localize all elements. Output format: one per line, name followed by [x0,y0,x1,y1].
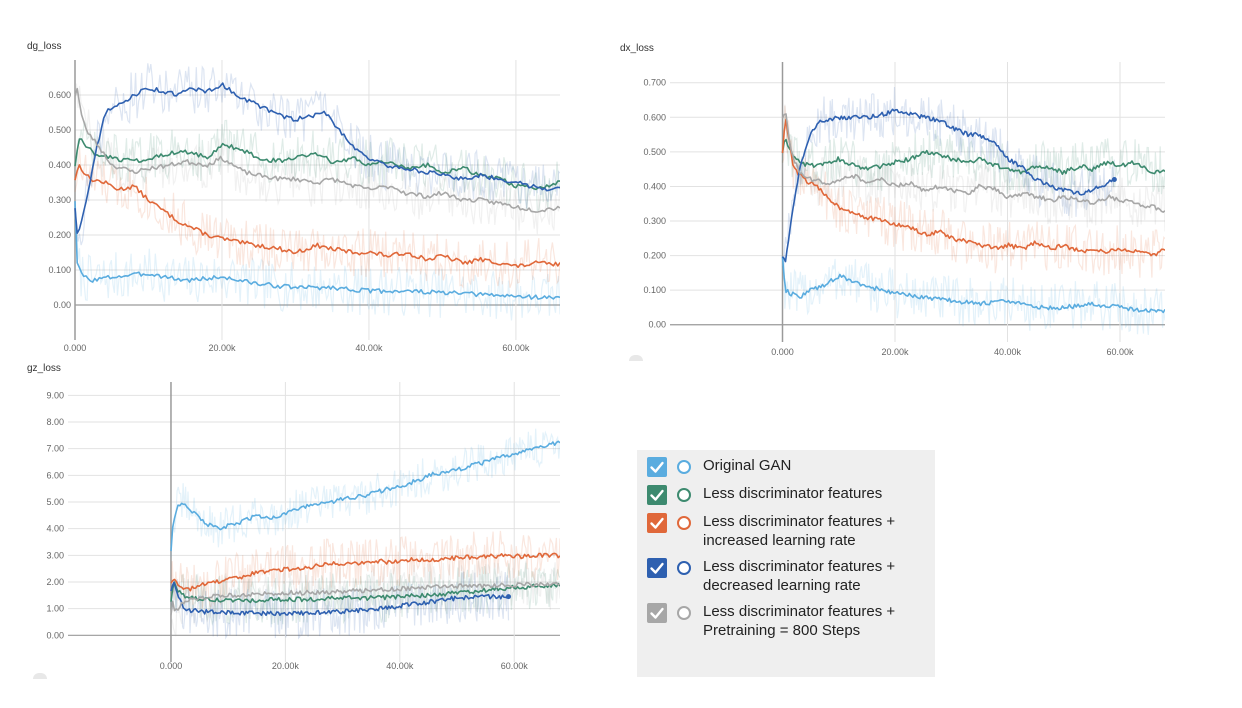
chart-corner-handle [33,673,47,679]
chart-dg-loss: 0.00 0.100 0.200 0.300 0.400 0.500 0.600 0.000 2… [48,60,560,353]
series-end-marker [1111,177,1117,183]
y-tick-label: 0.600 [643,112,666,122]
x-tick-label: 0.000 [771,347,794,357]
radio-circle-icon[interactable] [677,606,691,620]
chart-title-dg-loss: dg_loss [27,41,62,52]
radio-circle-icon[interactable] [677,460,691,474]
y-tick-label: 0.00 [53,300,71,310]
chart-title-dx-loss: dx_loss [620,43,654,54]
series-line [781,256,1165,314]
radio-circle-icon[interactable] [677,488,691,502]
legend-label: Original GAN [703,457,792,474]
series-raw-trace [170,571,510,640]
series-line [170,552,560,592]
series-raw-trace [781,114,1165,197]
y-tick-label: 0.500 [48,125,71,135]
series-raw-trace [170,530,560,608]
series-line [781,118,1165,257]
y-tick-label: 4.00 [46,524,64,534]
series-raw-trace [781,258,1165,335]
series-line [74,164,560,269]
legend-label: Less discriminator features + Pretrainin… [703,603,896,639]
legend-label: Less discriminator features + increased … [703,513,896,549]
chart-corner-handle [629,355,643,361]
legend-label: Less discriminator features + decreased … [703,558,896,594]
plot-area [670,62,1165,342]
x-tick-label: 0.000 [64,343,87,353]
x-tick-label: 20.00k [272,661,300,671]
series-line [170,440,560,552]
y-tick-label: 0.00 [46,630,64,640]
legend-item[interactable]: Less discriminator features [647,484,935,505]
x-tick-label: 40.00k [355,343,383,353]
y-tick-label: 0.100 [48,265,71,275]
y-tick-label: 3.00 [46,550,64,560]
legend-item[interactable]: Less discriminator features + decreased … [647,557,935,595]
y-tick-label: 5.00 [46,497,64,507]
legend-item[interactable]: Original GAN [647,456,935,477]
x-tick-label: 40.00k [994,347,1022,357]
y-tick-label: 0.300 [48,195,71,205]
y-tick-label: 1.00 [46,604,64,614]
series-line [781,138,1165,175]
x-tick-label: 60.00k [501,661,529,671]
checkbox-checked-icon[interactable] [647,457,667,477]
series-raw-trace [781,86,1115,271]
series-raw-trace [74,213,560,321]
chart-gz-loss: 0.00 1.00 2.00 3.00 4.00 5.00 6.00 7.00 8.00 9.00… [46,382,560,671]
series-raw-trace [170,562,560,626]
x-tick-label: 60.00k [502,343,530,353]
y-tick-label: 2.00 [46,577,64,587]
checkbox-checked-icon[interactable] [647,603,667,623]
y-tick-label: 0.00 [648,320,666,330]
checkbox-checked-icon[interactable] [647,513,667,533]
legend-item[interactable]: Less discriminator features + increased … [647,512,935,550]
series-end-marker [506,594,512,600]
legend-item[interactable]: Less discriminator features + Pretrainin… [647,602,935,640]
series-raw-trace [74,146,560,289]
x-tick-label: 20.00k [881,347,909,357]
y-tick-label: 0.100 [643,285,666,295]
y-tick-label: 7.00 [46,444,64,454]
legend-label: Less discriminator features [703,485,883,502]
series-line [170,581,510,617]
chart-dx-loss: 0.00 0.100 0.200 0.300 0.400 0.500 0.600 0.700 0… [643,62,1165,357]
checkbox-checked-icon[interactable] [647,485,667,505]
x-tick-label: 60.00k [1106,347,1134,357]
radio-circle-icon[interactable] [677,561,691,575]
y-tick-label: 0.500 [643,147,666,157]
y-tick-label: 0.300 [643,216,666,226]
series-line [74,201,560,300]
series-line [781,108,1115,263]
legend: Original GAN Less discriminator features L… [637,450,935,677]
series-line [74,82,560,234]
series-line [781,113,1165,213]
series-line [74,87,560,213]
series-raw-trace [74,83,560,235]
series-line [170,581,560,604]
y-tick-label: 0.700 [643,78,666,88]
x-tick-label: 20.00k [208,343,236,353]
y-tick-label: 6.00 [46,470,64,480]
plot-area [68,382,560,662]
series-raw-trace [74,119,560,212]
radio-circle-icon[interactable] [677,516,691,530]
series-raw-trace [170,560,560,637]
checkbox-checked-icon[interactable] [647,558,667,578]
x-tick-label: 0.000 [160,661,183,671]
y-tick-label: 0.200 [48,230,71,240]
y-tick-label: 0.400 [48,160,71,170]
y-tick-label: 9.00 [46,390,64,400]
x-tick-label: 40.00k [386,661,414,671]
y-tick-label: 0.200 [643,251,666,261]
series-raw-trace [781,104,1165,232]
chart-title-gz-loss: gz_loss [27,363,61,374]
y-tick-label: 0.600 [48,90,71,100]
y-tick-label: 8.00 [46,417,64,427]
series-line [170,581,560,616]
y-tick-label: 0.400 [643,181,666,191]
